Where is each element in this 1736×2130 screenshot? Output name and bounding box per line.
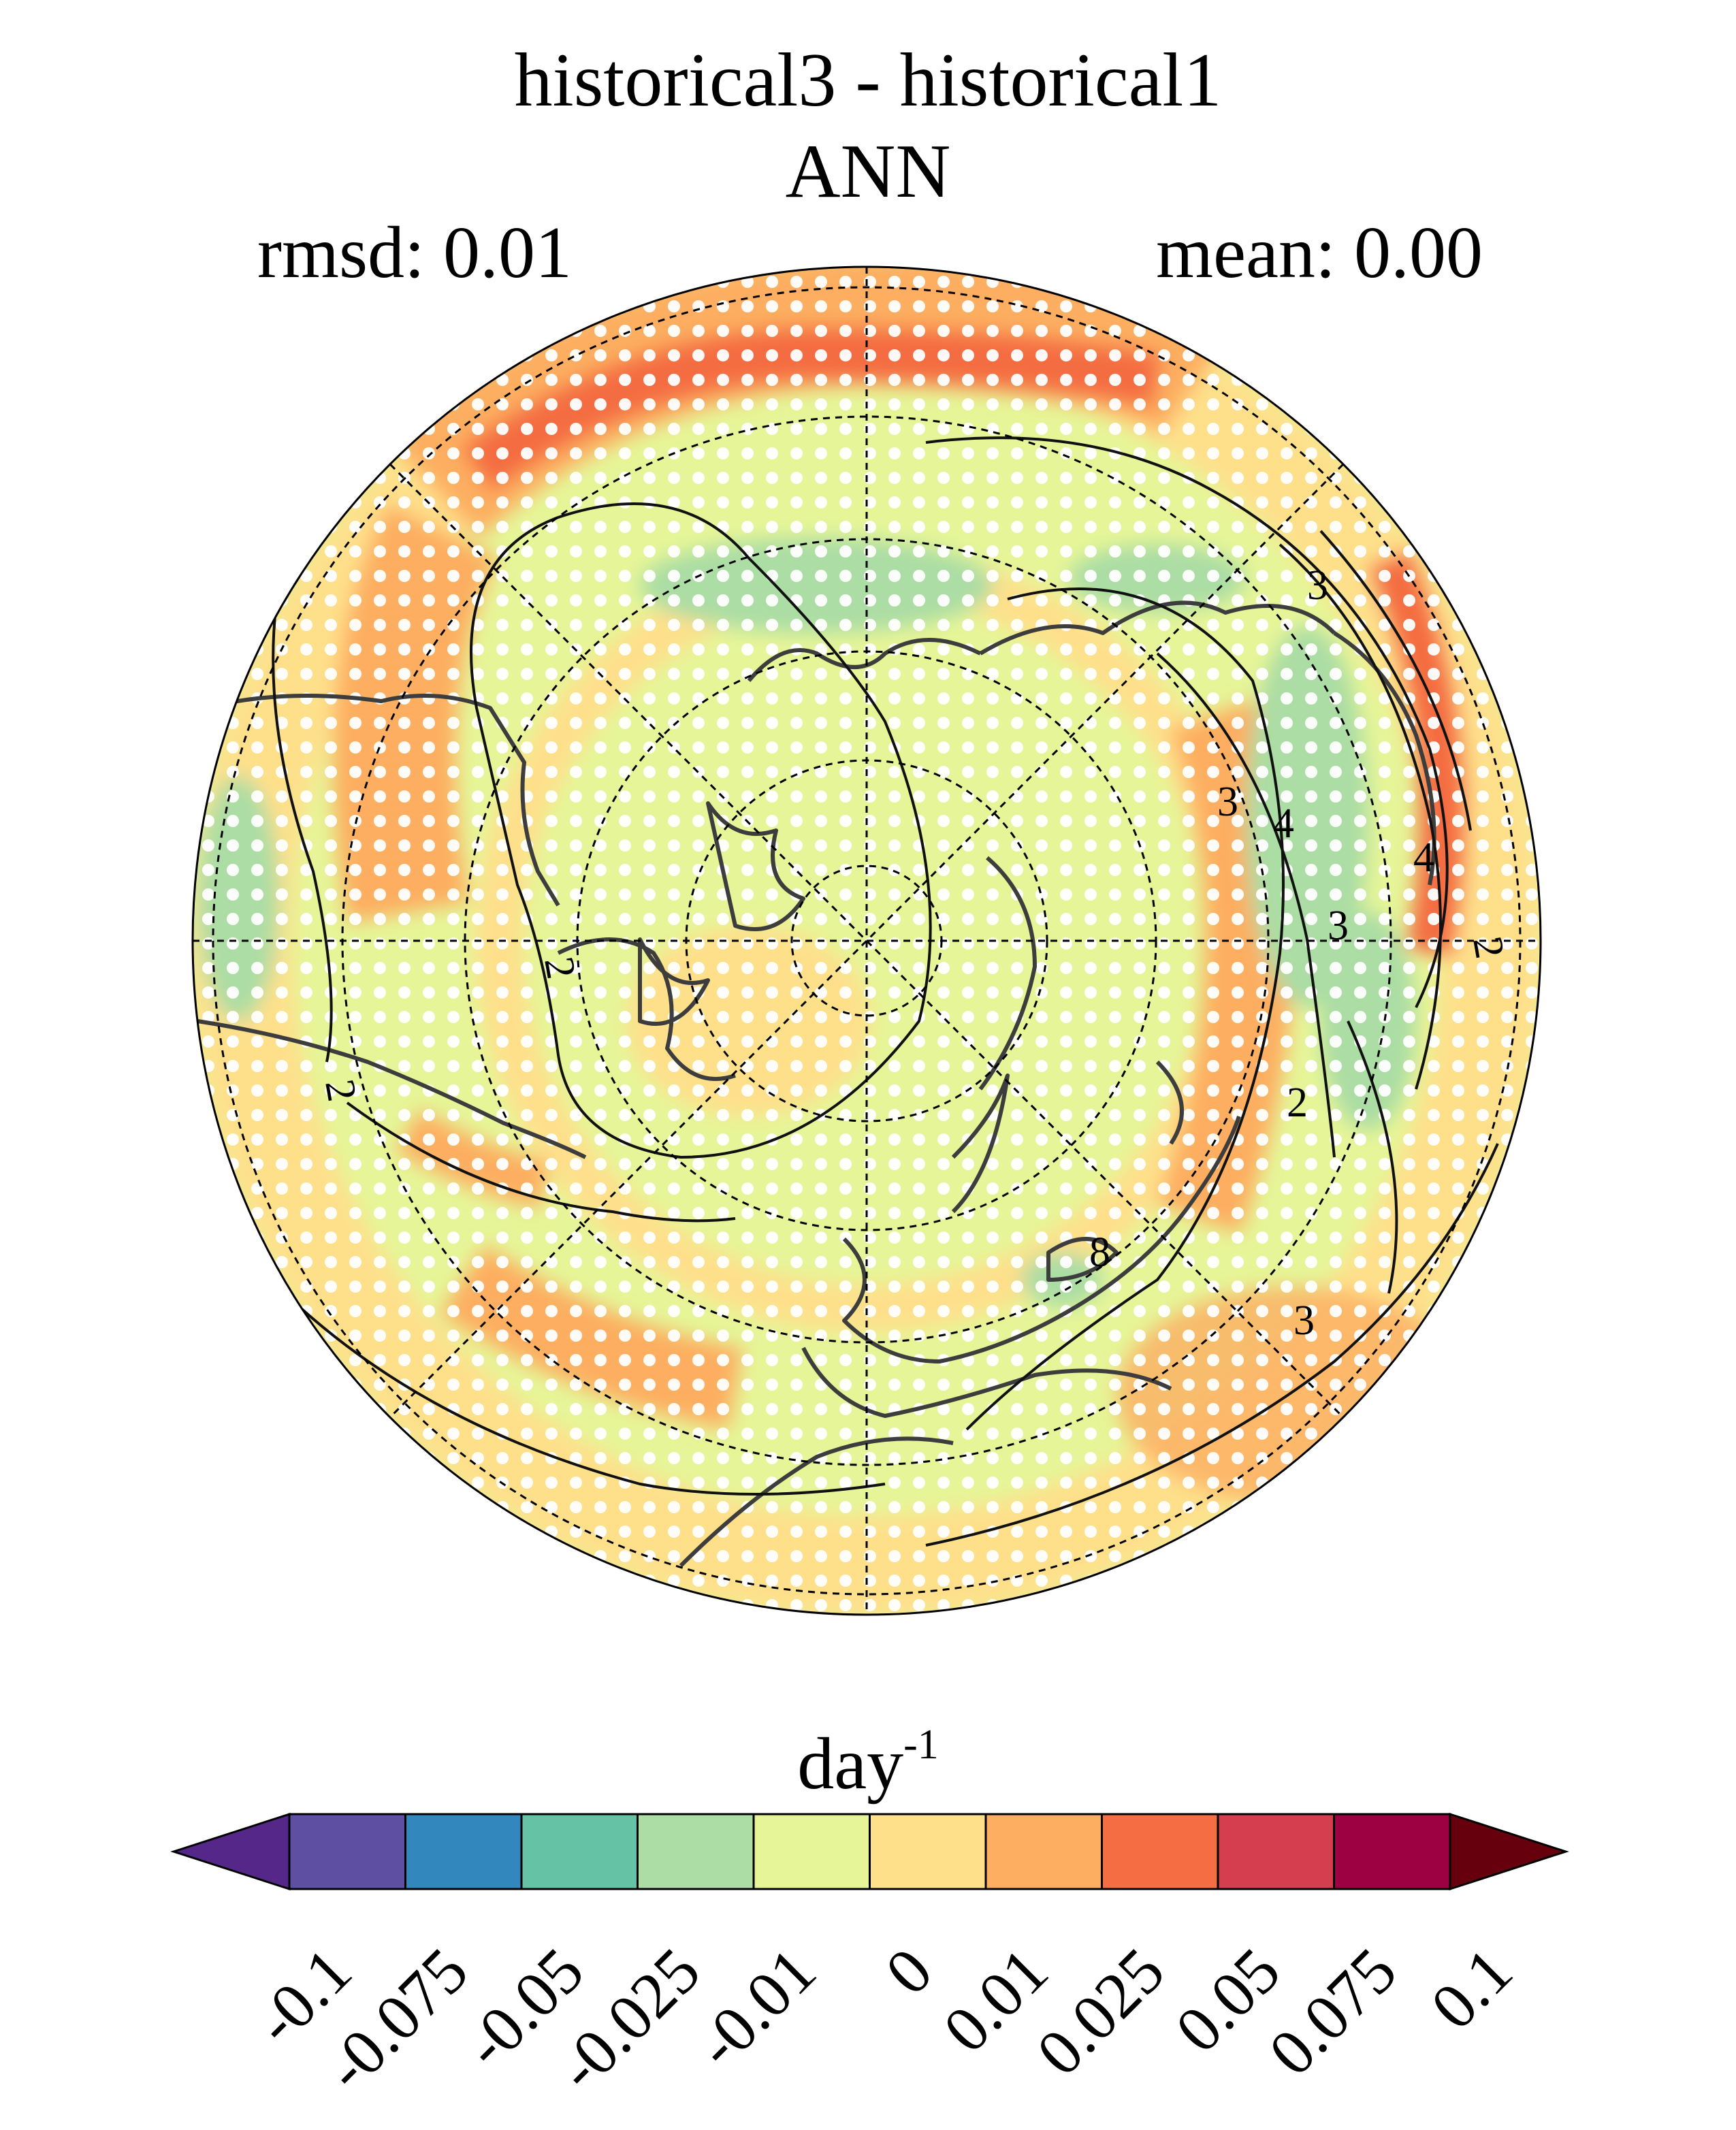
plot-title: historical3 - historical1 <box>514 38 1222 123</box>
colorbar-under-triangle <box>170 1812 291 1891</box>
colorbar-swatch <box>637 1813 755 1890</box>
mean-label: mean: 0.00 <box>1156 212 1483 293</box>
colorbar-swatch <box>1101 1813 1219 1890</box>
contours <box>272 436 1499 1547</box>
contour-label: 8 <box>1089 1229 1110 1276</box>
colorbar-swatch <box>752 1813 871 1890</box>
map-border <box>191 265 1542 1616</box>
colorbar-swatch <box>869 1813 987 1890</box>
rmsd-label: rmsd: 0.01 <box>257 212 573 293</box>
colorbar-swatch <box>1333 1813 1451 1890</box>
colorbar-swatch <box>984 1813 1103 1890</box>
colorbar-over-triangle <box>1449 1812 1569 1891</box>
contour-label: 4 <box>1273 801 1294 847</box>
contour-label: 2 <box>1287 1080 1308 1126</box>
colorbar-units: day-1 <box>797 1722 939 1805</box>
map-field <box>193 267 1541 1615</box>
colorbar-swatch <box>520 1813 639 1890</box>
contour-labels: 2 2 3 3 4 4 3 8 3 2 2 <box>316 562 1513 1344</box>
contour-label: 4 <box>1413 835 1434 881</box>
graticule <box>193 267 1541 1615</box>
contour-label: 3 <box>1328 903 1349 949</box>
colorbar-swatch <box>404 1813 523 1890</box>
colorbar-swatch <box>288 1813 406 1890</box>
colorbar-swatch <box>1217 1813 1335 1890</box>
polar-map: 2 2 3 3 4 4 3 8 3 2 2 <box>191 265 1542 1616</box>
contour-label: 3 <box>1307 562 1328 609</box>
season-label: ANN <box>785 129 951 214</box>
contour-label: 3 <box>1217 779 1238 825</box>
contour-label: 3 <box>1293 1297 1315 1344</box>
